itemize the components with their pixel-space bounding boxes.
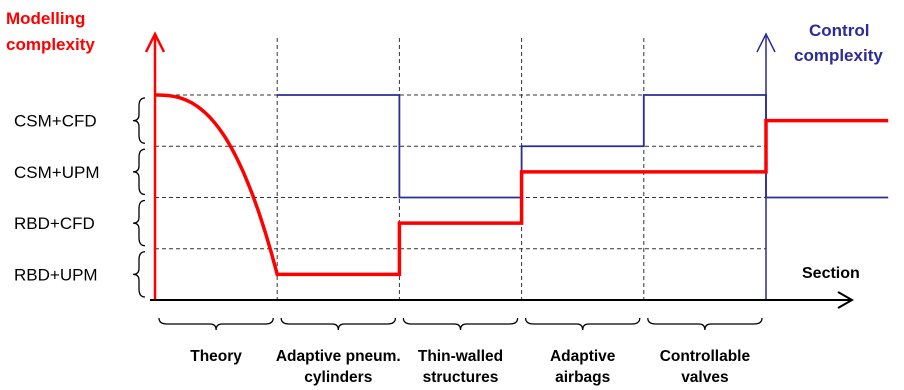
level-gridlines <box>155 94 766 250</box>
section-brace <box>158 317 274 331</box>
section-brace <box>280 317 397 331</box>
level-brace <box>132 148 146 196</box>
level-label: RBD+UPM <box>14 265 98 284</box>
section-label: Controllable <box>660 348 751 365</box>
section-axis-label: Section <box>802 265 860 282</box>
section-brace <box>524 317 641 331</box>
level-brace <box>132 199 146 247</box>
modelling-complexity-line <box>155 93 889 277</box>
section-brace <box>402 317 519 331</box>
section-label: cylinders <box>304 369 372 386</box>
section-axis-arrow-icon <box>837 291 855 309</box>
section-label: Thin-walled <box>418 348 503 365</box>
section-label: Adaptive pneum. <box>276 348 401 365</box>
control-title-line-1: Control <box>809 21 869 40</box>
modelling-axis-arrow-icon <box>144 31 166 53</box>
level-label: CSM+CFD <box>14 112 97 131</box>
section-label: valves <box>681 369 728 386</box>
level-brace <box>132 251 146 298</box>
control-title-line-2: complexity <box>794 46 883 65</box>
modelling-title-line-2: complexity <box>6 35 95 54</box>
level-labels: RBD+UPM RBD+CFD CSM+UPM CSM+CFD <box>14 97 146 298</box>
section-dividers <box>276 38 645 300</box>
level-label: CSM+UPM <box>14 163 99 182</box>
modelling-title-line-1: Modelling <box>6 9 85 28</box>
level-brace <box>132 97 146 144</box>
level-label: RBD+CFD <box>14 214 95 233</box>
section-labels: Theory Adaptive pneum. cylinders Thin-walle… <box>158 317 763 386</box>
section-brace <box>647 317 763 331</box>
section-label: Theory <box>190 348 242 365</box>
section-label: structures <box>423 369 499 386</box>
control-axis-arrow-icon <box>756 32 776 53</box>
section-label: airbags <box>555 369 610 386</box>
section-label: Adaptive <box>550 348 616 365</box>
